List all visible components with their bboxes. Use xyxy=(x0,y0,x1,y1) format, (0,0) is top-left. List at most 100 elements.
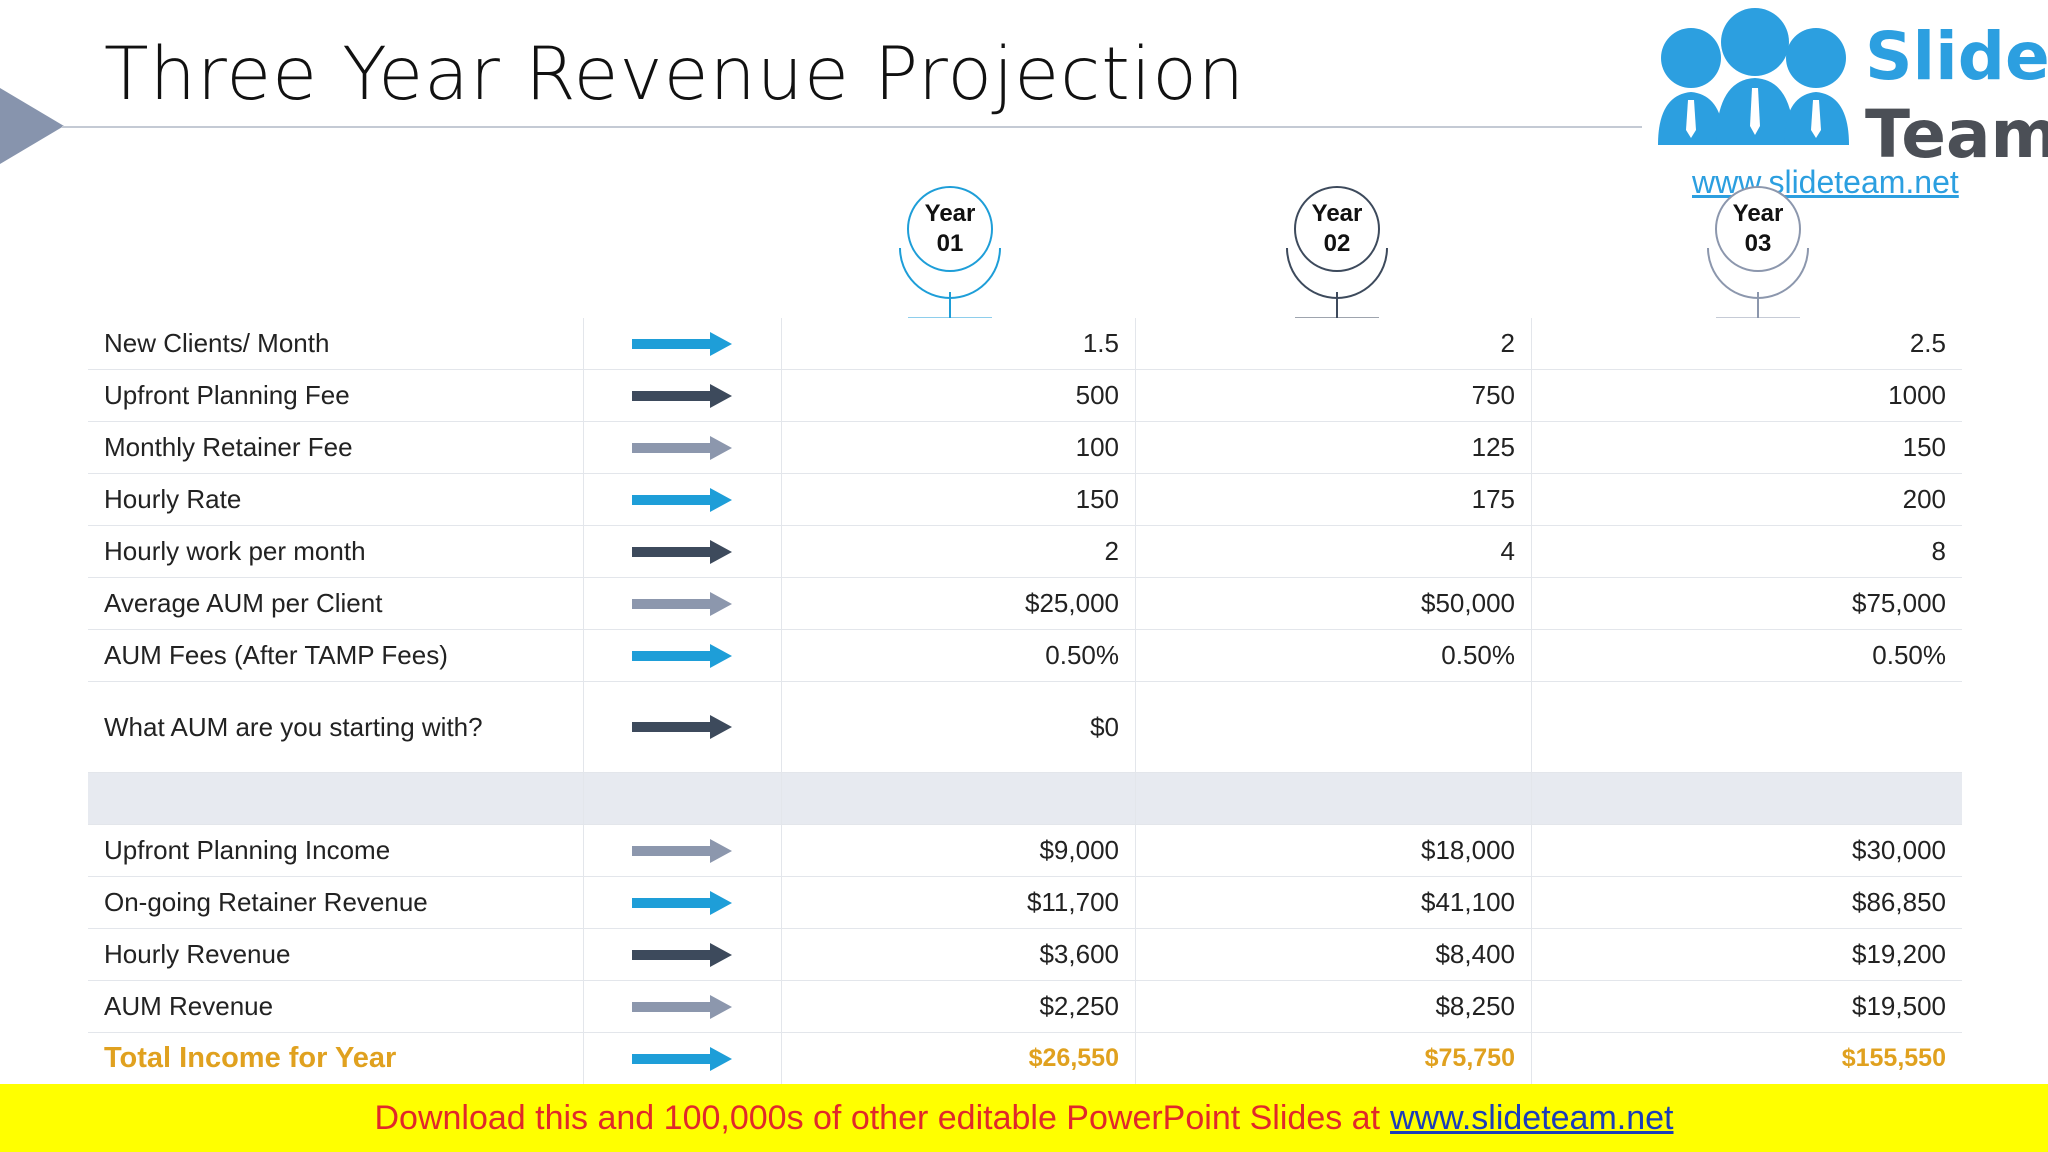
year-number: 01 xyxy=(936,230,964,257)
year-1-value: $25,000 xyxy=(782,578,1136,629)
year-1-value: 0.50% xyxy=(782,630,1136,681)
table-row: Monthly Retainer Fee 100 125 150 xyxy=(88,422,1962,474)
year-3-value xyxy=(1532,682,1962,772)
year-2-value: $18,000 xyxy=(1136,825,1532,876)
row-arrow xyxy=(584,929,782,980)
year-3-value: $30,000 xyxy=(1852,835,1946,865)
year-1-value: $2,250 xyxy=(782,981,1136,1032)
year-1-value: 500 xyxy=(782,370,1136,421)
row-label xyxy=(88,773,584,824)
row-arrow xyxy=(584,1033,782,1084)
table-spacer-row xyxy=(88,773,1962,825)
year-2-value: 125 xyxy=(1136,422,1532,473)
table-row: Upfront Planning Fee 500 750 1000 xyxy=(88,370,1962,422)
arrow-right-icon xyxy=(631,539,732,564)
row-label: New Clients/ Month xyxy=(88,318,584,369)
page-title: Three Year Revenue Projection xyxy=(104,32,1246,117)
year-3-value: $19,500 xyxy=(1852,991,1946,1021)
table-row: What AUM are you starting with? $0 xyxy=(88,682,1962,773)
people-logo-icon xyxy=(1658,8,1849,145)
year-3-value: $75,000 xyxy=(1852,588,1946,618)
row-label: Hourly work per month xyxy=(88,526,584,577)
arrow-right-icon xyxy=(631,890,732,915)
year-01-badge: Year 01 xyxy=(890,186,1010,326)
arrow-right-icon xyxy=(631,994,732,1019)
row-label: Hourly Rate xyxy=(88,474,584,525)
row-arrow xyxy=(584,474,782,525)
year-3-value: 1000 xyxy=(1888,380,1946,410)
arrow-right-icon xyxy=(631,331,732,356)
year-1-value: $0 xyxy=(782,682,1136,772)
row-label: Upfront Planning Fee xyxy=(88,370,584,421)
row-arrow xyxy=(584,773,782,824)
year-number: 02 xyxy=(1323,230,1351,257)
year-2-value: $50,000 xyxy=(1136,578,1532,629)
year-1-value xyxy=(782,773,1136,824)
year-2-value: $41,100 xyxy=(1136,877,1532,928)
arrow-right-icon xyxy=(631,838,732,863)
year-03-badge: Year 03 xyxy=(1698,186,1818,326)
year-3-value: $155,550 xyxy=(1841,1044,1946,1072)
row-arrow xyxy=(584,682,782,772)
year-label: Year xyxy=(924,200,976,227)
year-2-value: 750 xyxy=(1136,370,1532,421)
row-arrow xyxy=(584,877,782,928)
row-arrow xyxy=(584,578,782,629)
arrow-right-icon xyxy=(631,435,732,460)
banner-link[interactable]: www.slideteam.net xyxy=(1390,1098,1674,1137)
row-arrow xyxy=(584,526,782,577)
row-label: On-going Retainer Revenue xyxy=(88,877,584,928)
year-3-value: 200 xyxy=(1902,484,1946,514)
year-2-value xyxy=(1136,773,1532,824)
arrow-right-icon xyxy=(631,643,732,668)
row-label: AUM Fees (After TAMP Fees) xyxy=(88,630,584,681)
row-arrow xyxy=(584,318,782,369)
year-1-value: 100 xyxy=(782,422,1136,473)
year-2-value: $8,400 xyxy=(1136,929,1532,980)
year-3-value xyxy=(1532,773,1962,824)
row-label: Hourly Revenue xyxy=(88,929,584,980)
arrow-right-icon xyxy=(631,383,732,408)
row-label: AUM Revenue xyxy=(88,981,584,1032)
year-3-value: 2.5 xyxy=(1909,328,1946,358)
table-row: Hourly Rate 150 175 200 xyxy=(88,474,1962,526)
year-3-value: 0.50% xyxy=(1872,640,1946,670)
row-arrow xyxy=(584,981,782,1032)
arrow-right-icon xyxy=(631,1046,732,1071)
table-row: On-going Retainer Revenue $11,700 $41,100 $… xyxy=(88,877,1962,929)
arrow-right-icon xyxy=(631,487,732,512)
year-3-value: $19,200 xyxy=(1852,939,1946,969)
row-arrow xyxy=(584,630,782,681)
year-2-value: 4 xyxy=(1136,526,1532,577)
table-row: AUM Revenue $2,250 $8,250 $19,500 xyxy=(88,981,1962,1033)
year-circle: Year 02 xyxy=(1294,186,1380,272)
title-triangle-marker xyxy=(0,88,64,164)
row-arrow xyxy=(584,825,782,876)
row-label: Monthly Retainer Fee xyxy=(88,422,584,473)
download-banner: Download this and 100,000s of other edit… xyxy=(0,1084,2048,1152)
table-row: Upfront Planning Income $9,000 $18,000 $30,… xyxy=(88,825,1962,877)
row-label: Total Income for Year xyxy=(88,1033,584,1084)
year-label: Year xyxy=(1311,200,1363,227)
year-2-value: 2 xyxy=(1136,318,1532,369)
table-row: AUM Fees (After TAMP Fees) 0.50% 0.50% 0.50… xyxy=(88,630,1962,682)
year-3-value: 8 xyxy=(1931,536,1946,566)
year-2-value: $8,250 xyxy=(1136,981,1532,1032)
year-1-value: 1.5 xyxy=(782,318,1136,369)
table-row: Hourly work per month 2 4 8 xyxy=(88,526,1962,578)
arrow-right-icon xyxy=(631,591,732,616)
year-1-value: 2 xyxy=(782,526,1136,577)
year-number: 03 xyxy=(1744,230,1772,257)
row-arrow xyxy=(584,370,782,421)
row-arrow xyxy=(584,422,782,473)
year-1-value: $11,700 xyxy=(782,877,1136,928)
title-divider xyxy=(62,126,1642,128)
table-row: Total Income for Year $26,550 $75,750 $155,… xyxy=(88,1033,1962,1085)
table-row: Hourly Revenue $3,600 $8,400 $19,200 xyxy=(88,929,1962,981)
row-label: What AUM are you starting with? xyxy=(88,682,584,772)
revenue-projection-table: New Clients/ Month 1.5 2 2.5 Upfront Plannin… xyxy=(88,318,1962,1085)
table-row: Average AUM per Client $25,000 $50,000 $75,… xyxy=(88,578,1962,630)
year-02-badge: Year 02 xyxy=(1277,186,1397,326)
row-label: Upfront Planning Income xyxy=(88,825,584,876)
year-2-value: 175 xyxy=(1136,474,1532,525)
